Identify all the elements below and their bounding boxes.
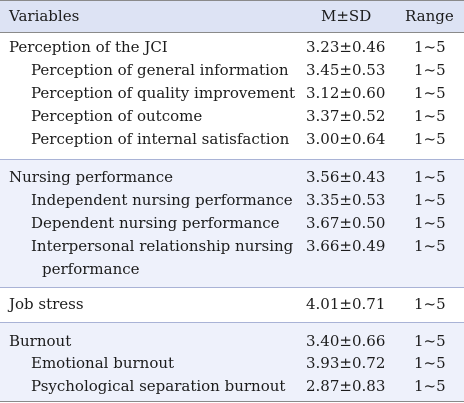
- table-row: Dependent nursing performance 3.67±0.50 …: [0, 212, 464, 235]
- row-msd: 3.12±0.60: [306, 84, 386, 102]
- row-label: Perception of outcome: [31, 107, 203, 125]
- table-header: Variables M±SD Range: [0, 0, 464, 33]
- row-range: 1~5: [414, 332, 446, 350]
- row-msd: 3.66±0.49: [306, 237, 386, 255]
- row-label: Perception of quality improvement: [31, 84, 296, 102]
- row-msd: 4.01±0.71: [306, 295, 386, 313]
- row-msd: 2.87±0.83: [306, 377, 386, 395]
- row-label-continuation: performance: [42, 260, 140, 278]
- row-label: Perception of internal satisfaction: [31, 130, 290, 148]
- row-range: 1~5: [414, 214, 446, 232]
- row-range: 1~5: [414, 84, 446, 102]
- row-range: 1~5: [414, 354, 446, 372]
- table-row: Independent nursing performance 3.35±0.5…: [0, 189, 464, 212]
- row-msd: 3.67±0.50: [306, 214, 386, 232]
- group-jci: Perception of the JCI 3.23±0.46 1~5 Perc…: [0, 33, 464, 159]
- row-range: 1~5: [414, 61, 446, 79]
- group-nursing-performance: Nursing performance 3.56±0.43 1~5 Indepe…: [0, 159, 464, 287]
- table-row: Nursing performance 3.56±0.43 1~5: [0, 166, 464, 189]
- row-label: Burnout: [9, 332, 72, 350]
- row-label: Perception of general information: [31, 61, 289, 79]
- row-range: 1~5: [414, 295, 446, 313]
- row-label: Job stress: [9, 295, 84, 313]
- row-range: 1~5: [414, 237, 446, 255]
- table-bottom-rule: [0, 401, 464, 402]
- table-row: Psychological separation burnout 2.87±0.…: [0, 375, 464, 398]
- row-label: Emotional burnout: [31, 354, 175, 372]
- row-msd: 3.45±0.53: [306, 61, 386, 79]
- table-row: Job stress 4.01±0.71 1~5: [0, 293, 464, 316]
- row-range: 1~5: [414, 38, 446, 56]
- row-label: Independent nursing performance: [31, 191, 293, 209]
- row-msd: 3.56±0.43: [306, 168, 386, 186]
- group-burnout: Burnout 3.40±0.66 1~5 Emotional burnout …: [0, 322, 464, 401]
- row-label: Interpersonal relationship nursing: [31, 237, 294, 255]
- row-msd: 3.23±0.46: [306, 38, 386, 56]
- row-range: 1~5: [414, 168, 446, 186]
- row-msd: 3.00±0.64: [306, 130, 386, 148]
- row-label: Perception of the JCI: [9, 38, 168, 56]
- row-range: 1~5: [414, 107, 446, 125]
- row-msd: 3.40±0.66: [306, 332, 386, 350]
- row-label: Psychological separation burnout: [31, 377, 286, 395]
- table-row: Perception of internal satisfaction 3.00…: [0, 128, 464, 151]
- table-row: Perception of general information 3.45±0…: [0, 59, 464, 82]
- header-range: Range: [405, 7, 454, 25]
- row-label: Dependent nursing performance: [31, 214, 280, 232]
- row-range: 1~5: [414, 191, 446, 209]
- table-row: Burnout 3.40±0.66 1~5: [0, 330, 464, 353]
- header-msd: M±SD: [321, 7, 372, 25]
- group-job-stress: Job stress 4.01±0.71 1~5: [0, 287, 464, 322]
- table-row: Perception of the JCI 3.23±0.46 1~5: [0, 36, 464, 59]
- table-row: Emotional burnout 3.93±0.72 1~5: [0, 352, 464, 375]
- row-msd: 3.37±0.52: [306, 107, 386, 125]
- row-label: Nursing performance: [9, 168, 173, 186]
- row-msd: 3.35±0.53: [306, 191, 386, 209]
- row-range: 1~5: [414, 130, 446, 148]
- table-row: Interpersonal relationship nursing perfo…: [0, 235, 464, 281]
- row-msd: 3.93±0.72: [306, 354, 386, 372]
- header-variables: Variables: [9, 7, 80, 25]
- table-row: Perception of outcome 3.37±0.52 1~5: [0, 105, 464, 128]
- row-range: 1~5: [414, 377, 446, 395]
- table-row: Perception of quality improvement 3.12±0…: [0, 82, 464, 105]
